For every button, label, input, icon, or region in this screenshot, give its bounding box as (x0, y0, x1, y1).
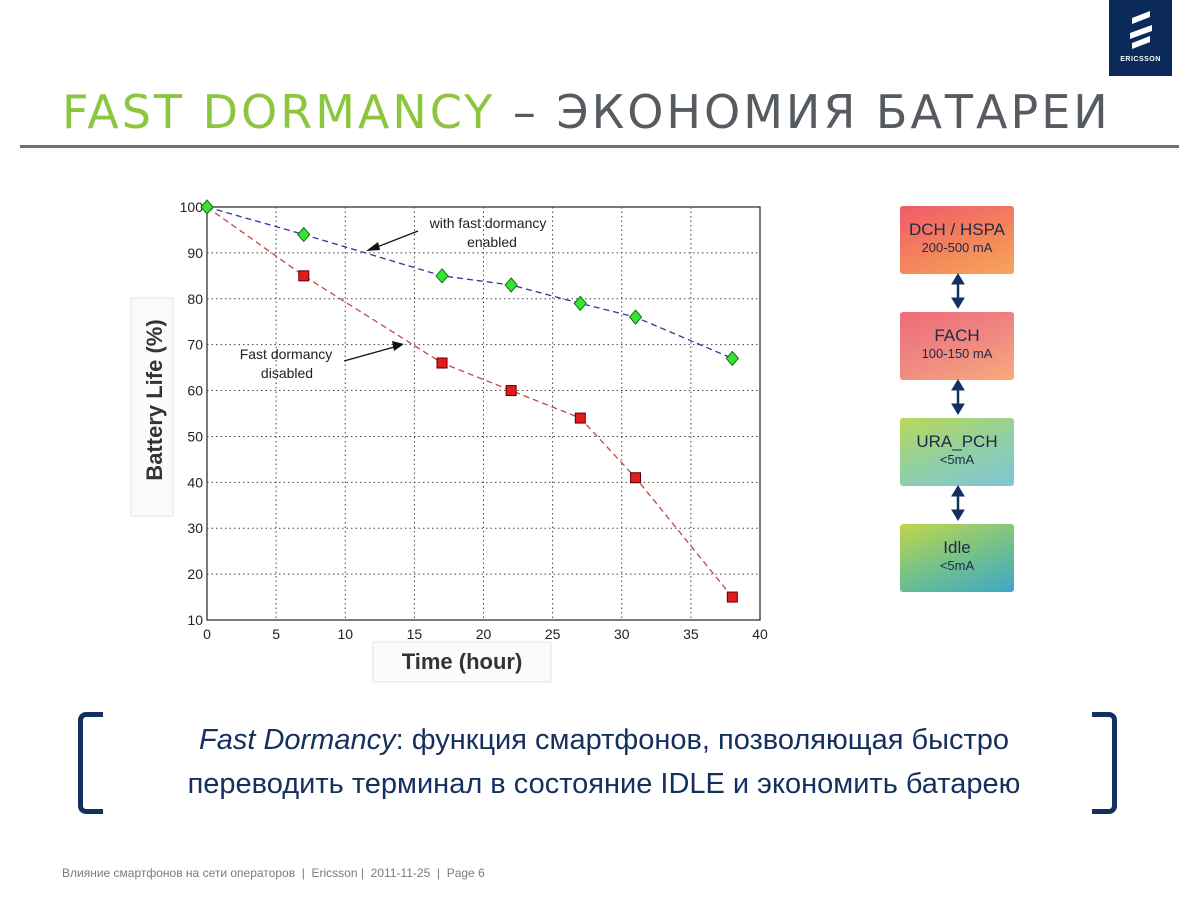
state-current: 100-150 mA (921, 346, 993, 361)
quote-line-1: Fast Dormancy: функция смартфонов, позво… (104, 718, 1104, 762)
annotation-disabled-line1: Fast dormancy (240, 346, 333, 362)
state-dch-hspa: DCH / HSPA 200-500 mA (900, 206, 1014, 274)
ylabel-box (130, 297, 174, 517)
data-point-enabled (573, 295, 587, 312)
double-arrow-icon (951, 273, 965, 309)
x-tick-label: 25 (545, 626, 561, 642)
data-point-enabled (504, 277, 518, 293)
data-point-enabled (297, 226, 311, 243)
title-divider (20, 145, 1179, 148)
state-fach: FACH 100-150 mA (900, 312, 1014, 380)
data-point-disabled (574, 412, 586, 424)
title-rest: – ЭКОНОМИЯ БАТАРЕИ (495, 85, 1111, 139)
annotation-enabled-line1: with fast dormancy (429, 215, 547, 231)
x-tick-label: 35 (683, 626, 699, 642)
data-point-disabled (505, 385, 517, 397)
y-tick-label: 60 (187, 383, 203, 399)
annotation-disabled-line2: disabled (261, 365, 313, 381)
data-point-disabled (436, 357, 448, 369)
double-arrow-icon (951, 485, 965, 521)
x-axis-label: Time (hour) (402, 649, 523, 674)
state-name: DCH / HSPA (908, 220, 1006, 239)
x-tick-label: 0 (203, 626, 211, 642)
data-point-disabled (298, 270, 310, 282)
state-ura-pch: URA_PCH <5mA (900, 418, 1014, 486)
ericsson-logo: ERICSSON (1109, 0, 1172, 76)
x-tick-label: 5 (272, 626, 280, 642)
data-point-enabled (725, 350, 740, 367)
data-point-disabled (726, 591, 738, 603)
x-tick-label: 15 (407, 626, 423, 642)
y-tick-label: 40 (187, 474, 203, 490)
quote-line-2: переводить терминал в состояние IDLE и э… (187, 768, 1021, 800)
right-bracket (1092, 712, 1117, 814)
slide-title: FAST DORMANCY – ЭКОНОМИЯ БАТАРЕИ (62, 86, 1111, 138)
y-axis-label: Battery Life (%) (142, 319, 167, 480)
y-tick-label: 80 (187, 291, 203, 307)
annotation-enabled-arrow (371, 230, 419, 250)
y-tick-label: 70 (187, 337, 203, 353)
y-tick-label: 10 (187, 612, 203, 628)
data-point-enabled (628, 309, 643, 325)
logo-brand-text: ERICSSON (1120, 56, 1161, 63)
data-point-disabled (630, 472, 642, 484)
state-transition-arrows (951, 273, 965, 521)
x-tick-label: 10 (337, 626, 353, 642)
title-highlight: FAST DORMANCY (62, 85, 496, 139)
state-name: FACH (934, 326, 980, 345)
y-tick-label: 50 (187, 428, 203, 444)
data-point-enabled (435, 268, 449, 284)
x-tick-label: 40 (752, 626, 768, 642)
state-current: <5mA (939, 558, 975, 573)
quote-line1-rest: : функция смартфонов, позволяющая быстро (395, 724, 1009, 756)
data-point-enabled (200, 199, 214, 215)
annotation-enabled-arrowhead (366, 242, 380, 251)
y-tick-label: 20 (187, 566, 203, 582)
double-arrow-icon (951, 379, 965, 415)
y-tick-label: 100 (180, 199, 204, 215)
left-bracket (78, 712, 103, 814)
state-name: Idle (943, 538, 971, 557)
quote-emphasis: Fast Dormancy (198, 724, 396, 756)
y-tick-label: 30 (187, 520, 203, 536)
state-current: <5mA (939, 452, 975, 467)
annotation-disabled-arrowhead (392, 341, 404, 351)
state-idle: Idle <5mA (900, 524, 1014, 592)
y-tick-label: 90 (187, 245, 203, 261)
x-tick-label: 20 (476, 626, 492, 642)
xlabel-box (372, 641, 552, 683)
state-current: 200-500 mA (921, 240, 993, 255)
summary-quote: Fast Dormancy: функция смартфонов, позво… (104, 718, 1104, 806)
annotation-enabled-line2: enabled (467, 234, 517, 250)
annotation-disabled-arrow (343, 345, 399, 362)
ericsson-logo-icon (1130, 11, 1152, 49)
x-tick-label: 30 (614, 626, 630, 642)
slide-footer: Влияние смартфонов на сети операторов | … (62, 866, 485, 880)
state-name: URA_PCH (916, 432, 998, 451)
